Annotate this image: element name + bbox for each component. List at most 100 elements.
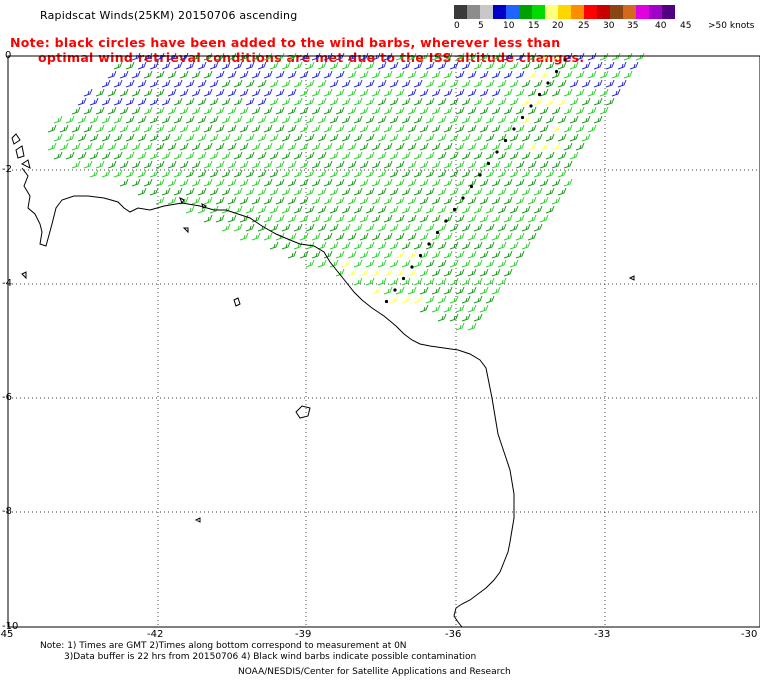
longitude-tick-label: -45 [0, 629, 14, 640]
wind-barb [263, 232, 273, 241]
wind-barb [227, 88, 237, 97]
wind-barb [437, 223, 447, 232]
wind-barb [221, 79, 231, 88]
wind-barb [269, 151, 279, 160]
wind-barb [353, 61, 363, 70]
wind-barb [371, 268, 381, 277]
wind-barb [473, 277, 483, 286]
wind-barb [365, 223, 375, 232]
wind-barb [101, 79, 111, 88]
wind-barb [479, 196, 489, 205]
wind-barb [233, 205, 243, 214]
wind-barb [407, 232, 417, 241]
wind-barb [383, 286, 393, 295]
wind-barb [365, 133, 375, 142]
wind-barb [131, 124, 141, 133]
wind-barb [437, 205, 447, 214]
wind-barb [119, 160, 129, 169]
wind-barb [593, 115, 603, 124]
wind-barb [461, 169, 471, 178]
wind-barb [191, 124, 201, 133]
wind-barb [113, 169, 123, 178]
wind-barb [497, 259, 507, 268]
longitude-tick-label: -42 [147, 629, 164, 640]
wind-barb [269, 169, 279, 178]
wind-barb [395, 196, 405, 205]
wind-barb [119, 142, 129, 151]
wind-barb [413, 61, 423, 70]
wind-barb [473, 79, 483, 88]
wind-barb [545, 205, 555, 214]
wind-barb [443, 178, 453, 187]
wind-barb [71, 142, 81, 151]
wind-barb [305, 97, 315, 106]
wind-barb [443, 160, 453, 169]
wind-barb [533, 133, 543, 142]
wind-barb [143, 88, 153, 97]
wind-barb [317, 187, 327, 196]
wind-barb [365, 61, 375, 70]
wind-barb [413, 295, 423, 304]
wind-barb [557, 169, 567, 178]
wind-barb [395, 124, 405, 133]
contamination-marker [495, 150, 499, 154]
wind-barb [581, 61, 591, 70]
wind-barb [203, 70, 213, 79]
wind-barb [467, 214, 477, 223]
wind-barb [407, 250, 417, 259]
wind-barb [389, 187, 399, 196]
wind-barb [389, 133, 399, 142]
wind-barb [443, 286, 453, 295]
wind-barb [455, 250, 465, 259]
wind-barb [317, 169, 327, 178]
wind-barb [383, 196, 393, 205]
wind-barb [287, 88, 297, 97]
wind-barb [503, 160, 513, 169]
wind-barb [581, 79, 591, 88]
wind-barb [515, 196, 525, 205]
wind-barb [257, 97, 267, 106]
wind-barb [503, 88, 513, 97]
wind-barb [371, 142, 381, 151]
wind-barb [509, 97, 519, 106]
wind-barb [251, 142, 261, 151]
wind-barb [137, 97, 147, 106]
scale-label: 25 [578, 21, 590, 31]
wind-barb [545, 151, 555, 160]
wind-barb [539, 88, 549, 97]
wind-barb [527, 214, 537, 223]
wind-barb [503, 196, 513, 205]
wind-barb [407, 70, 417, 79]
wind-barb [269, 115, 279, 124]
wind-barb [233, 115, 243, 124]
wind-barb [497, 241, 507, 250]
latitude-tick-label: 0 [5, 50, 12, 61]
wind-barb [479, 124, 489, 133]
wind-barb [137, 61, 147, 70]
wind-barb [203, 88, 213, 97]
wind-barb [251, 106, 261, 115]
wind-barb [65, 151, 75, 160]
wind-barb [227, 178, 237, 187]
wind-barb [521, 79, 531, 88]
wind-barb [455, 178, 465, 187]
wind-barb [533, 205, 543, 214]
wind-barb [245, 133, 255, 142]
wind-barb [461, 115, 471, 124]
wind-barb [257, 187, 267, 196]
scale-swatch [467, 5, 480, 19]
wind-barb [419, 286, 429, 295]
wind-barb [473, 115, 483, 124]
wind-barb [455, 322, 465, 331]
wind-barb [389, 295, 399, 304]
wind-barb [479, 250, 489, 259]
wind-barb [179, 88, 189, 97]
wind-barb [329, 97, 339, 106]
wind-barb [149, 187, 159, 196]
wind-barb [293, 151, 303, 160]
wind-barb [419, 196, 429, 205]
wind-barb [371, 70, 381, 79]
wind-barb [407, 196, 417, 205]
wind-barb [233, 97, 243, 106]
wind-barb [101, 169, 111, 178]
